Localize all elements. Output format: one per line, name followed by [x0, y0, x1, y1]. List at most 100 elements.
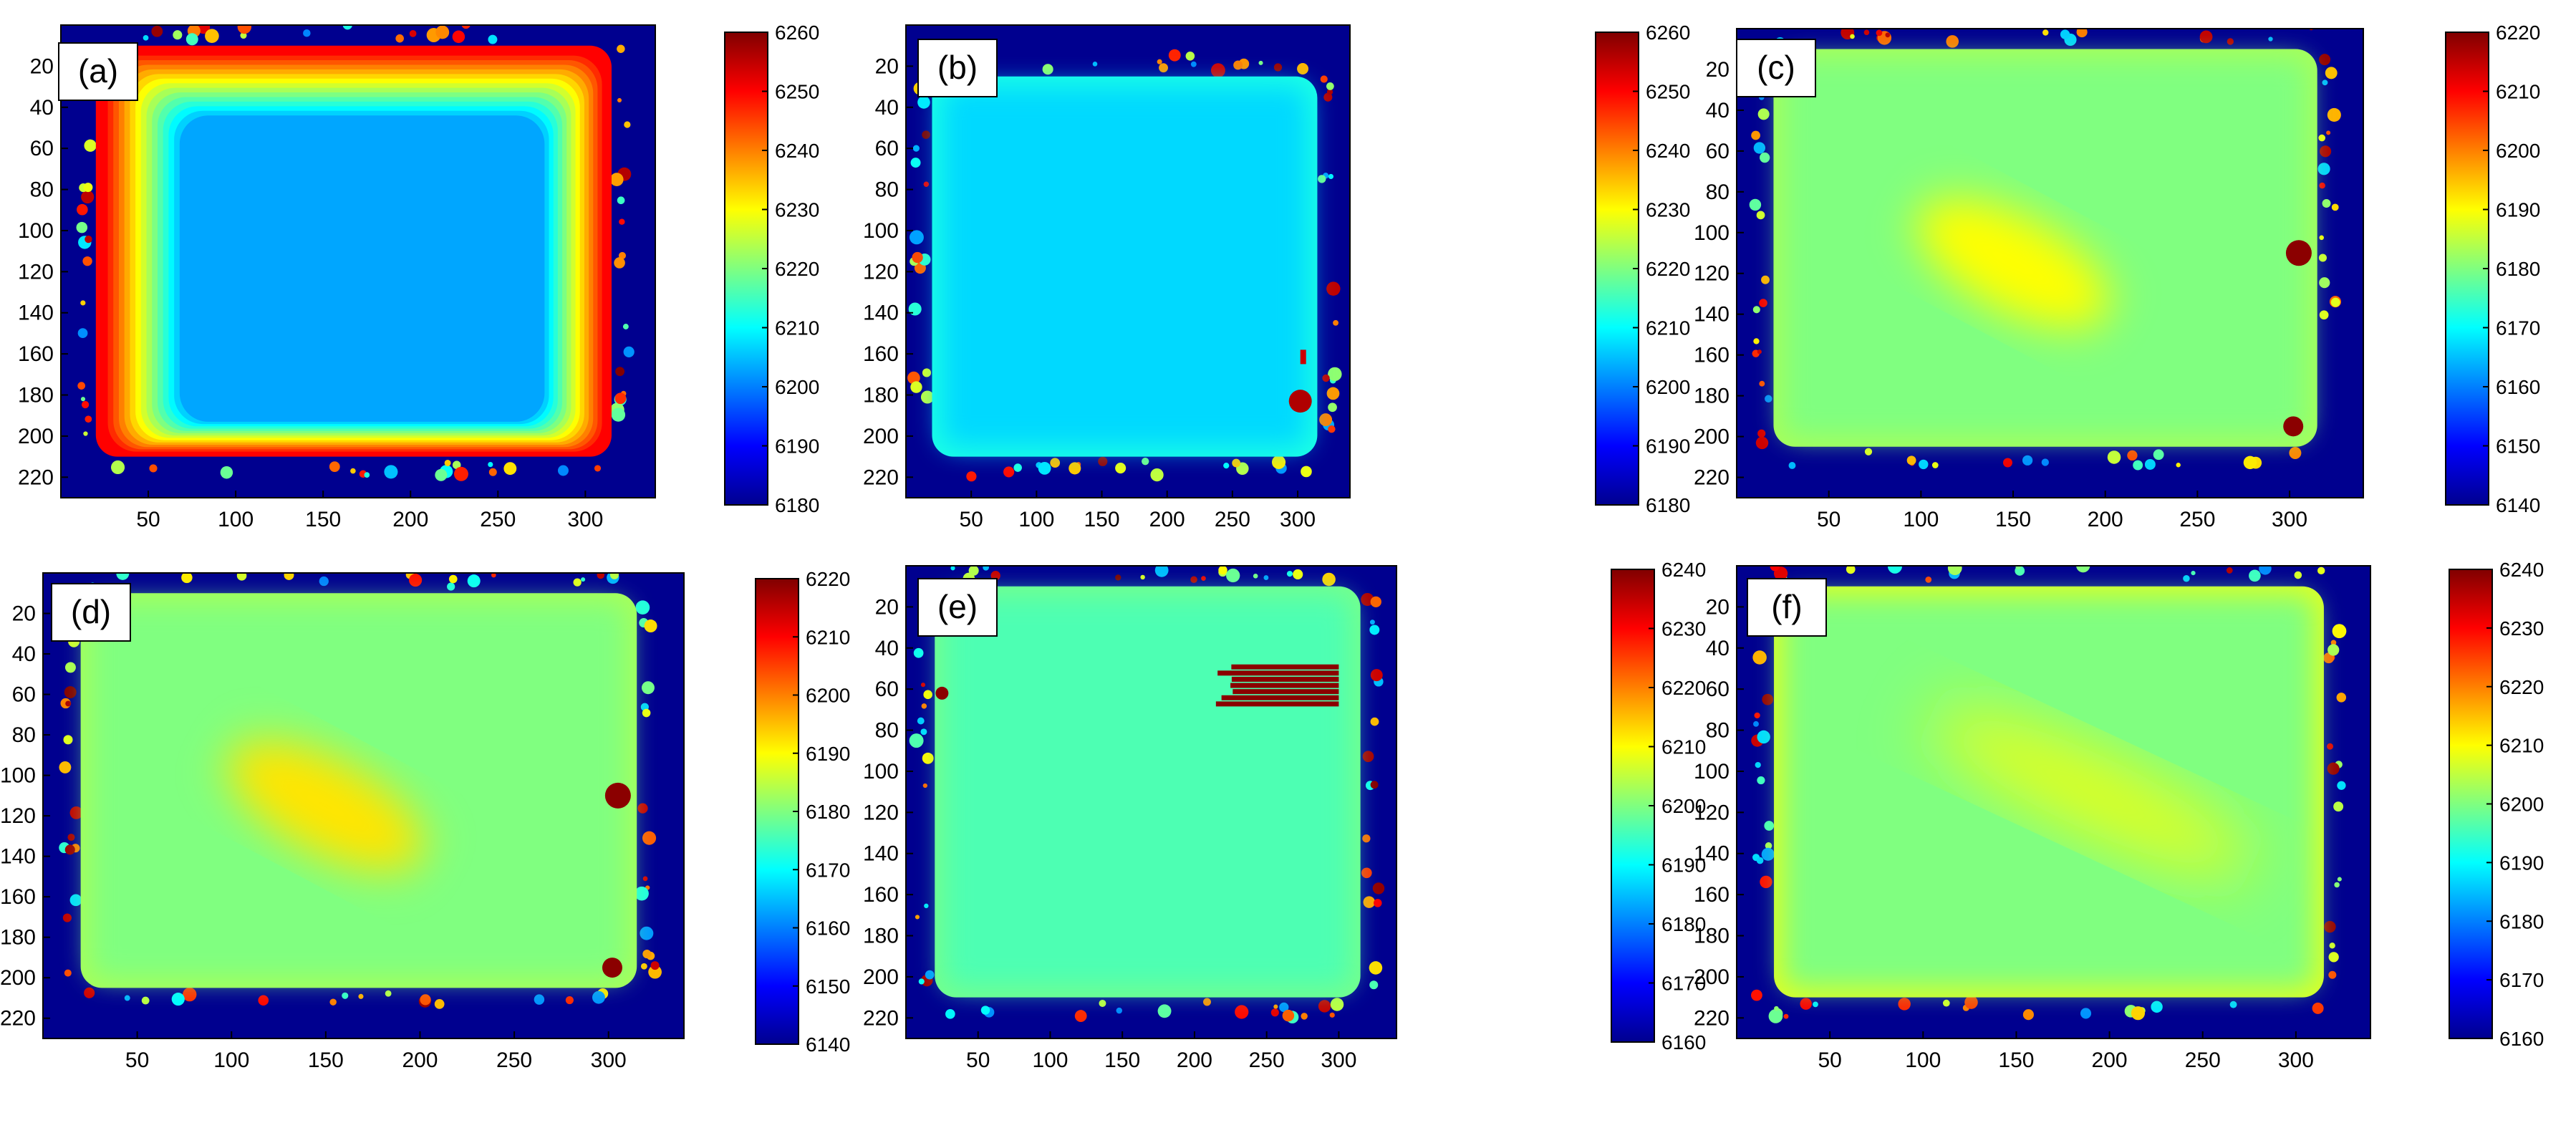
x-tick-label: 200	[2092, 1048, 2128, 1072]
speck	[1263, 575, 1269, 580]
x-tick-label: 250	[1215, 508, 1250, 531]
speck	[2319, 182, 2325, 189]
colorbar-tick-label: 6260	[775, 21, 819, 44]
speck	[461, 25, 471, 29]
colorbar-tick-label: 6260	[1646, 21, 1690, 44]
speck	[1223, 463, 1230, 469]
x-tick-label: 100	[1905, 1048, 1941, 1072]
speck	[83, 183, 93, 193]
speck	[63, 735, 73, 745]
axes-frame	[1736, 28, 2364, 498]
colorbar-tick-label: 6210	[2496, 81, 2540, 103]
colorbar-tick-label: 6200	[2496, 140, 2540, 162]
y-tick-label: 60	[30, 137, 54, 160]
speck	[395, 34, 404, 43]
speck	[342, 25, 352, 30]
colorbar	[724, 32, 768, 506]
y-tick-label: 80	[875, 178, 899, 202]
y-tick-label: 180	[1694, 925, 1730, 948]
speck	[237, 25, 251, 34]
speck	[236, 573, 247, 581]
speck	[1115, 463, 1127, 474]
colorbar-tick-label: 6240	[1661, 559, 1706, 581]
speck	[624, 121, 631, 128]
speck	[76, 221, 88, 233]
speck	[1755, 436, 1769, 450]
colorbar-tick-label: 6200	[806, 685, 850, 707]
speck	[609, 573, 619, 579]
x-tick-label: 200	[1177, 1048, 1212, 1072]
y-tick-label: 140	[863, 842, 899, 866]
y-tick-label: 160	[863, 342, 899, 366]
speck	[2327, 762, 2340, 775]
colorbar-tick-label: 6240	[1646, 140, 1690, 162]
x-tick-label: 300	[1321, 1048, 1356, 1072]
colorbar-tick-label: 6240	[775, 140, 819, 162]
speck	[1318, 175, 1326, 183]
speck	[2229, 1001, 2237, 1008]
y-tick-label: 220	[1694, 1006, 1730, 1030]
panel-label-box	[58, 42, 138, 101]
speck	[623, 346, 635, 357]
speck	[644, 619, 657, 633]
speck	[2326, 130, 2331, 135]
speck	[448, 574, 458, 584]
speck	[183, 987, 197, 1002]
y-tick-label: 40	[1706, 637, 1730, 660]
speck	[82, 256, 92, 266]
x-tick-label: 300	[2272, 508, 2307, 531]
colorbar-tick-label: 6180	[1646, 494, 1690, 516]
speck	[1115, 574, 1121, 581]
axes-frame	[905, 565, 1397, 1039]
speck	[2334, 882, 2340, 888]
y-tick-label: 20	[30, 54, 54, 78]
panel-label-box	[51, 583, 131, 642]
y-tick-label: 200	[18, 425, 54, 448]
panel-label: (d)	[71, 593, 111, 630]
speck	[1898, 998, 1911, 1011]
speck	[1226, 568, 1240, 583]
y-tick-label: 220	[863, 1006, 899, 1030]
y-tick-label: 60	[1706, 140, 1730, 163]
speck	[924, 903, 929, 909]
panel-c: 50 100 150 200 250 300 20 40 60 80 100 120 140 160 180…	[1694, 21, 2540, 531]
speck	[2127, 450, 2138, 461]
colorbar-tick-label: 6190	[2496, 199, 2540, 221]
speck	[444, 459, 451, 466]
x-tick-label: 150	[1995, 508, 2031, 531]
speck	[2330, 297, 2340, 307]
speck	[1764, 821, 1775, 831]
speck	[1185, 51, 1195, 61]
panel-label-box	[917, 578, 998, 637]
y-tick-label: 120	[18, 260, 54, 284]
x-tick-label: 300	[591, 1048, 627, 1072]
colorbar-tick-label: 6150	[806, 975, 850, 998]
speck	[1218, 566, 1227, 575]
speck	[1757, 776, 1765, 785]
streak	[1231, 664, 1339, 670]
colorbar-tick-label: 6220	[2499, 676, 2544, 698]
speck	[1760, 875, 1772, 889]
y-tick-label: 220	[18, 466, 54, 489]
speck	[1369, 625, 1380, 635]
colorbar-tick-label: 6220	[2496, 21, 2540, 44]
y-tick-label: 120	[863, 260, 899, 284]
x-tick-label: 250	[2179, 508, 2215, 531]
speck	[917, 717, 925, 725]
x-tick-label: 200	[392, 508, 428, 531]
x-tick-label: 200	[2088, 508, 2123, 531]
speck	[435, 25, 450, 39]
speck	[1863, 29, 1870, 36]
x-tick-label: 50	[959, 508, 983, 531]
speck	[59, 761, 72, 773]
speck	[1233, 60, 1243, 70]
speck	[81, 190, 95, 204]
speck	[950, 566, 955, 571]
streak	[1215, 701, 1339, 707]
speck	[557, 465, 569, 476]
x-tick-label: 300	[567, 508, 603, 531]
speck	[908, 302, 922, 316]
axes-frame	[60, 24, 656, 498]
x-tick-label: 100	[1903, 508, 1939, 531]
speck	[385, 990, 392, 997]
